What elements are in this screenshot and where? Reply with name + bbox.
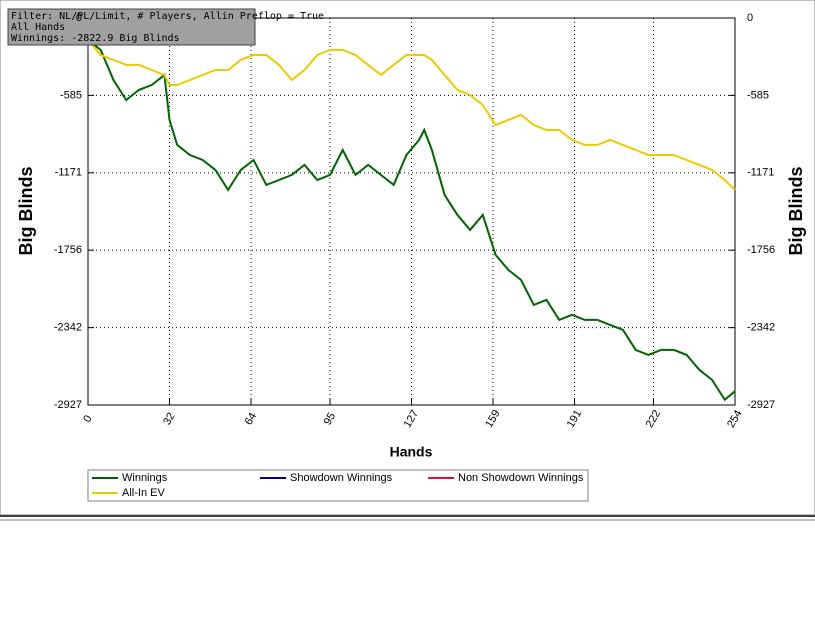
window-frame [0,0,815,516]
filter-box [7,8,256,46]
y-tick-label: -1171 [55,167,82,179]
y-tick-label-right: 0 [747,12,753,24]
x-tick-label: 95 [322,411,339,428]
legend [87,469,589,502]
filter-text: All Hands [11,22,65,33]
series-line [87,39,736,402]
legend-label: Winnings [122,472,168,484]
x-tick-label: 0 [81,413,94,424]
y-tick-label: -1756 [54,244,82,256]
y-axis-title-right: Big Blinds [786,167,806,256]
lines [87,39,736,402]
series-line [87,39,736,191]
x-axis-title: Hands [390,444,433,460]
x-tick-label: 64 [243,411,260,428]
x-tick-label: 32 [161,411,178,428]
grid [87,17,736,406]
y-tick-label-right: -585 [747,89,769,101]
y-tick-label-right: -2927 [747,399,775,411]
legend-label: All-In EV [122,487,165,499]
y-tick-label-right: -1171 [747,167,774,179]
y-tick-label: 0 [76,12,82,24]
legend-label: Non Showdown Winnings [458,472,584,484]
y-tick-label-right: -2342 [747,322,775,334]
y-tick-label: -2927 [54,399,82,411]
y-tick-label: -2342 [54,322,82,334]
legend-items: Winnings Showdown Winnings Non Showdown Wi… [92,472,584,499]
filter-text: Winnings: -2822.9 Big Blinds [11,33,180,44]
legend-label: Showdown Winnings [290,472,393,484]
filter-text: Filter: NL/PL/Limit, # Players, Allin Pr… [11,11,324,22]
y-axis-title: Big Blinds [16,167,36,256]
y-tick-label-right: -1756 [747,244,775,256]
y-tick-label: -585 [60,89,82,101]
